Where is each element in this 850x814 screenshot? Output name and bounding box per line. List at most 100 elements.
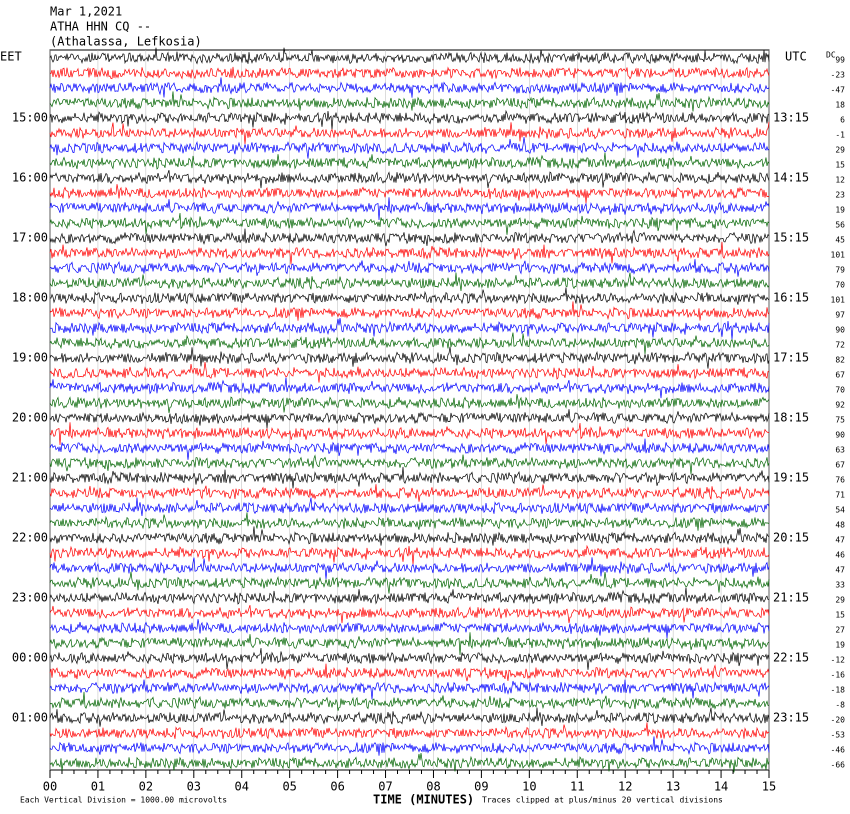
- x-tick-label: 05: [282, 780, 296, 794]
- trace: [49, 707, 770, 727]
- trace: [49, 422, 769, 446]
- left-time-label: 21:00: [12, 471, 48, 485]
- dc-value: 33: [835, 581, 845, 590]
- trace: [49, 241, 770, 265]
- trace: [49, 663, 770, 682]
- dc-value: 19: [835, 206, 845, 215]
- left-time-label: 18:00: [12, 291, 48, 305]
- dc-value: 29: [835, 146, 845, 155]
- left-time-label: 17:00: [12, 231, 48, 245]
- trace: [49, 571, 770, 594]
- dc-value: 56: [835, 221, 845, 230]
- right-time-label: 21:15: [773, 591, 809, 605]
- dc-value: 90: [835, 431, 845, 440]
- trace: [49, 212, 770, 235]
- trace: [49, 512, 770, 531]
- x-tick-label: 01: [91, 780, 105, 794]
- left-axis-title: EET: [0, 50, 22, 64]
- trace: [49, 526, 770, 546]
- dc-value: 71: [835, 491, 845, 500]
- right-time-label: 20:15: [773, 531, 809, 545]
- trace: [49, 377, 770, 399]
- trace: [49, 394, 770, 413]
- x-tick-label: 03: [187, 780, 201, 794]
- x-tick-label: 13: [666, 780, 680, 794]
- trace: [49, 121, 770, 145]
- dc-value: -53: [831, 731, 846, 740]
- dc-value: 19: [835, 641, 845, 650]
- trace: [49, 736, 770, 756]
- x-tick-label: 06: [330, 780, 344, 794]
- dc-value: 15: [835, 611, 845, 620]
- x-tick-label: 14: [714, 780, 728, 794]
- clip-note: Traces clipped at plus/minus 20 vertical…: [482, 796, 723, 805]
- scale-note: Each Vertical Division = 1000.00 microvo…: [20, 796, 227, 805]
- right-time-label: 18:15: [773, 411, 809, 425]
- x-tick-label: 02: [139, 780, 153, 794]
- trace: [49, 197, 770, 221]
- trace: [49, 184, 770, 204]
- dc-value: 99: [835, 56, 845, 65]
- x-tick-label: 11: [570, 780, 584, 794]
- dc-value: 18: [835, 101, 845, 110]
- trace: [49, 66, 770, 80]
- dc-value: -8: [835, 701, 845, 710]
- date: Mar 1,2021: [50, 5, 122, 19]
- right-time-label: 13:15: [773, 111, 809, 125]
- trace: [49, 679, 770, 700]
- trace: [49, 77, 770, 98]
- dc-value: 79: [835, 266, 845, 275]
- dc-value: 54: [835, 506, 845, 515]
- dc-value: 67: [835, 371, 845, 380]
- x-tick-label: 15: [762, 780, 776, 794]
- left-time-label: 01:00: [12, 711, 48, 725]
- dc-value: -12: [831, 656, 846, 665]
- trace: [49, 722, 770, 740]
- trace: [49, 587, 770, 605]
- right-time-label: 19:15: [773, 471, 809, 485]
- x-axis-title: TIME (MINUTES): [373, 793, 474, 807]
- dc-value: -47: [831, 86, 846, 95]
- trace: [49, 454, 770, 475]
- trace: [49, 484, 770, 502]
- dc-value: -20: [831, 716, 846, 725]
- dc-value: 76: [835, 476, 845, 485]
- left-time-label: 16:00: [12, 171, 48, 185]
- trace: [49, 228, 770, 247]
- dc-value: 15: [835, 161, 845, 170]
- trace: [49, 409, 770, 429]
- right-time-label: 22:15: [773, 651, 809, 665]
- trace: [49, 332, 770, 355]
- right-time-label: 17:15: [773, 351, 809, 365]
- dc-value: 72: [835, 341, 845, 350]
- right-time-label: 23:15: [773, 711, 809, 725]
- trace: [49, 362, 770, 383]
- dc-value: 6: [840, 116, 845, 125]
- left-time-label: 23:00: [12, 591, 48, 605]
- trace: [49, 604, 770, 624]
- dc-value: -66: [831, 761, 846, 770]
- trace: [49, 497, 770, 517]
- x-tick-label: 00: [43, 780, 57, 794]
- dc-value: 12: [835, 176, 845, 185]
- x-tick-label: 08: [426, 780, 440, 794]
- trace: [49, 301, 770, 321]
- trace: [49, 753, 770, 773]
- trace: [49, 152, 770, 170]
- dc-value: 47: [835, 566, 845, 575]
- dc-value: 27: [835, 626, 845, 635]
- dc-value: 45: [835, 236, 845, 245]
- dc-value: -18: [831, 686, 846, 695]
- trace: [49, 259, 770, 277]
- trace: [49, 438, 770, 460]
- dc-value: 82: [835, 356, 845, 365]
- dc-value: 70: [835, 386, 845, 395]
- trace: [49, 91, 770, 112]
- right-time-label: 15:15: [773, 231, 809, 245]
- trace: [49, 272, 770, 292]
- trace: [49, 691, 770, 711]
- left-time-label: 19:00: [12, 351, 48, 365]
- x-tick-label: 09: [474, 780, 488, 794]
- trace: [49, 169, 770, 189]
